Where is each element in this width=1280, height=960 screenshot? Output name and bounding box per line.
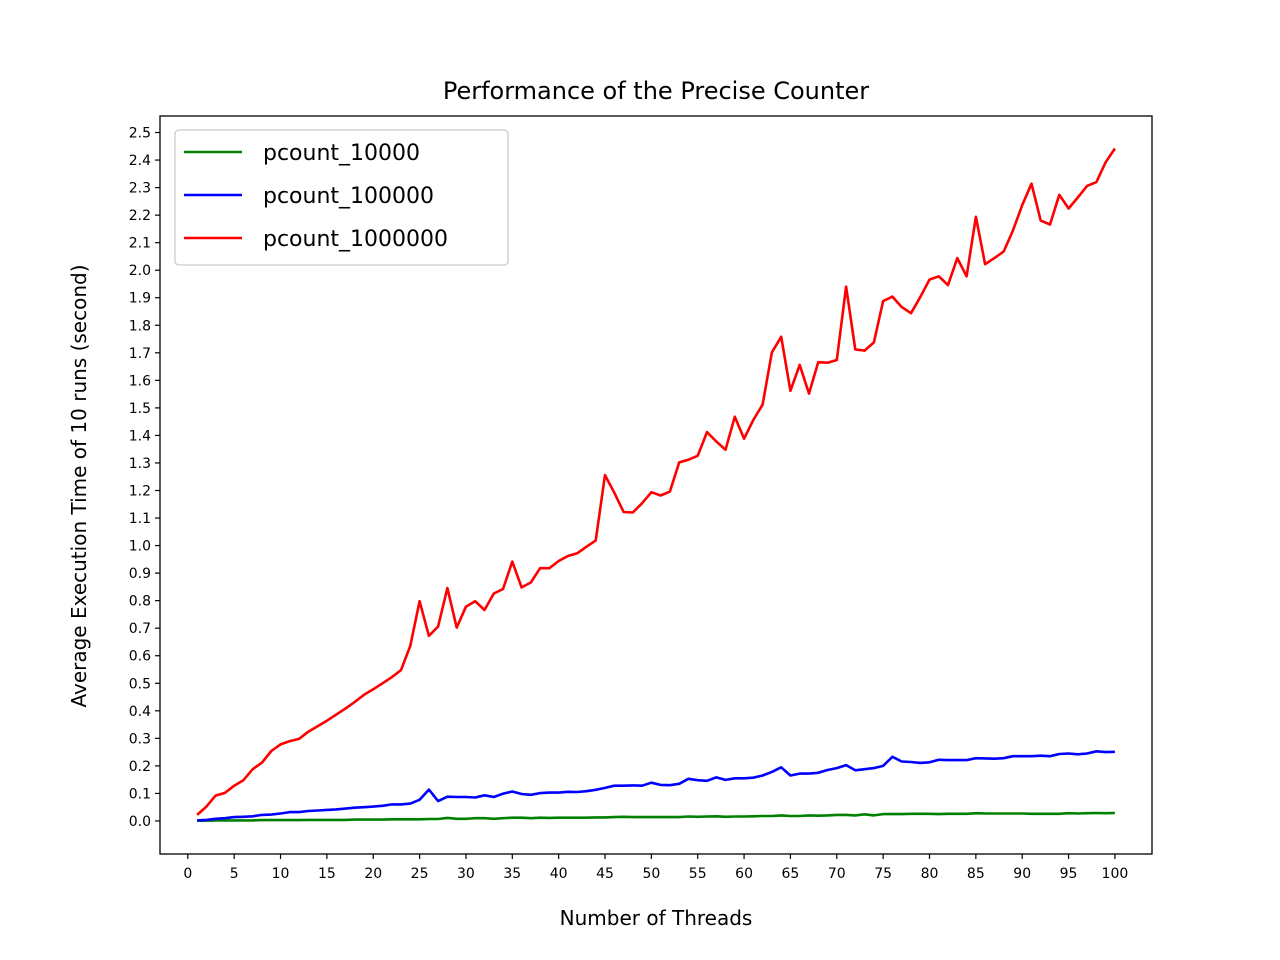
y-tick-label: 2.2 (129, 208, 151, 224)
legend-items: pcount_10000 pcount_100000 pcount_1000000 (184, 141, 448, 252)
chart-title: Performance of the Precise Counter (443, 77, 869, 105)
y-tick-label: 2.3 (129, 181, 151, 197)
x-tick-label: 55 (689, 866, 707, 882)
y-tick-label: 0.1 (129, 786, 151, 802)
series-line-pcount_10000 (197, 811, 1115, 823)
x-tick-label: 25 (411, 866, 429, 882)
y-tick-label: 0.9 (129, 566, 151, 582)
y-tick-label: 1.2 (129, 484, 151, 500)
y-tick-label: 2.5 (129, 126, 151, 142)
x-tick-label: 10 (272, 866, 290, 882)
y-tick-label: 1.8 (129, 318, 151, 334)
y-tick-label: 1.7 (129, 346, 151, 362)
series-line-pcount_1000000 (196, 147, 1116, 816)
y-axis: 0.0 0.1 0.2 0.3 0.4 0.5 0.6 0.7 0.8 0.9 1.0 1.1 1.2 1… (129, 126, 160, 830)
y-tick-label: 2.0 (129, 263, 151, 279)
x-tick-label: 100 (1102, 866, 1129, 882)
x-axis-label: Number of Threads (560, 906, 753, 930)
x-tick-label: 65 (782, 866, 800, 882)
y-tick-label: 1.0 (129, 539, 151, 555)
x-tick-label: 35 (503, 866, 521, 882)
y-tick-label: 0.7 (129, 621, 151, 637)
y-tick-label: 1.9 (129, 291, 151, 307)
x-tick-label: 60 (735, 866, 753, 882)
x-tick-label: 45 (596, 866, 614, 882)
legend-label: pcount_1000000 (263, 227, 448, 252)
y-axis-label: Average Execution Time of 10 runs (secon… (67, 264, 91, 707)
y-tick-label: 0.5 (129, 676, 151, 692)
y-tick-label: 0.0 (129, 814, 151, 830)
y-tick-label: 0.3 (129, 731, 151, 747)
x-tick-label: 40 (550, 866, 568, 882)
x-tick-label: 5 (230, 866, 239, 882)
y-tick-label: 0.6 (129, 649, 151, 665)
legend-label: pcount_100000 (263, 184, 434, 209)
y-tick-label: 1.6 (129, 373, 151, 389)
x-tick-label: 85 (967, 866, 985, 882)
x-tick-label: 90 (1013, 866, 1031, 882)
x-tick-label: 20 (364, 866, 382, 882)
series-line-pcount_100000 (197, 749, 1115, 822)
y-tick-label: 1.3 (129, 456, 151, 472)
plot-frame (159, 115, 1153, 855)
x-tick-label: 30 (457, 866, 475, 882)
legend-label: pcount_10000 (263, 141, 420, 166)
x-tick-label: 0 (183, 866, 192, 882)
legend-box (174, 129, 509, 266)
x-tick-label: 95 (1060, 866, 1078, 882)
y-tick-label: 1.1 (129, 511, 151, 527)
y-tick-label: 2.4 (129, 153, 151, 169)
y-tick-label: 1.4 (129, 428, 151, 444)
legend: pcount_10000 pcount_100000 pcount_1000000 (174, 129, 509, 266)
y-tick-label: 1.5 (129, 401, 151, 417)
x-tick-label: 70 (828, 866, 846, 882)
y-tick-label: 0.4 (129, 704, 151, 720)
y-tick-label: 0.2 (129, 759, 151, 775)
y-tick-label: 0.8 (129, 594, 151, 610)
x-tick-label: 80 (921, 866, 939, 882)
x-tick-label: 15 (318, 866, 336, 882)
x-axis: 0 5 10 15 20 25 30 35 40 45 50 55 60 65 70 75 80 85 90 95 10… (183, 854, 1128, 882)
x-tick-label: 75 (874, 866, 892, 882)
x-tick-label: 50 (642, 866, 660, 882)
y-tick-label: 2.1 (129, 236, 151, 252)
series-lines (196, 147, 1116, 823)
